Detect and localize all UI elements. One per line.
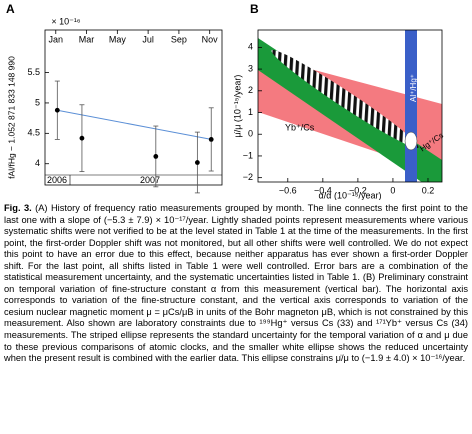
panel-label: A xyxy=(6,2,15,16)
caption-text: (A) History of frequency ratio measureme… xyxy=(4,203,468,364)
x-tick-label: Sep xyxy=(171,34,187,44)
constraint-bands xyxy=(258,30,442,182)
x-tick-label: May xyxy=(109,34,127,44)
x-tick-label: Jan xyxy=(49,34,64,44)
x-tick-label: Nov xyxy=(202,34,219,44)
x-tick-label: −0.2 xyxy=(349,185,367,195)
y-tick-label: 5.5 xyxy=(27,67,40,77)
x-tick-label: 0.2 xyxy=(422,185,435,195)
y-tick-label: 0 xyxy=(248,129,253,139)
x-tick-label: −0.6 xyxy=(279,185,297,195)
band-label: Al⁺/Hg⁺ xyxy=(409,74,418,102)
striped-ellipse xyxy=(271,49,419,149)
y-tick-label: −2 xyxy=(243,172,253,182)
y-tick-label: −1 xyxy=(243,150,253,160)
al-hg-bar xyxy=(405,30,417,182)
x-tick-label: Jul xyxy=(142,34,154,44)
data-point xyxy=(208,137,214,142)
panel-label: B xyxy=(250,2,259,16)
white-ellipse xyxy=(404,131,418,151)
y-tick-label: 3 xyxy=(248,63,253,73)
plot-frame xyxy=(44,29,223,186)
year-label: 2006 xyxy=(47,175,67,185)
plot-frame xyxy=(257,29,443,183)
data-point xyxy=(54,107,60,113)
x-tick-label: Mar xyxy=(79,34,95,44)
y-axis-label: μ̇/μ (10⁻¹⁵/year) xyxy=(232,75,242,138)
year-label: 2007 xyxy=(140,175,160,185)
x-tick-label: −0.4 xyxy=(314,185,332,195)
y-tick-label: 4 xyxy=(35,158,40,168)
axis-multiplier: × 10⁻¹⁶ xyxy=(51,16,81,26)
x-tick-label: 0 xyxy=(390,185,395,195)
data-point xyxy=(194,160,200,165)
y-tick-label: 4 xyxy=(248,42,253,52)
y-tick-label: 4.5 xyxy=(27,128,40,138)
caption: Fig. 3. (A) History of frequency ratio m… xyxy=(4,203,468,365)
caption-label: Fig. 3. xyxy=(4,203,32,213)
y-axis-label: fAl/fHg − 1.052 871 833 148 990 xyxy=(6,56,16,179)
y-tick-label: 1 xyxy=(248,107,253,117)
data-point xyxy=(153,154,159,159)
trend-line xyxy=(57,109,212,140)
y-tick-label: 5 xyxy=(35,97,40,107)
y-tick-label: 2 xyxy=(248,85,253,95)
data-point xyxy=(79,135,85,141)
x-axis-label: α̇/α (10⁻¹⁵/year) xyxy=(319,190,382,200)
band-label: Yb⁺/Cs xyxy=(285,122,315,132)
